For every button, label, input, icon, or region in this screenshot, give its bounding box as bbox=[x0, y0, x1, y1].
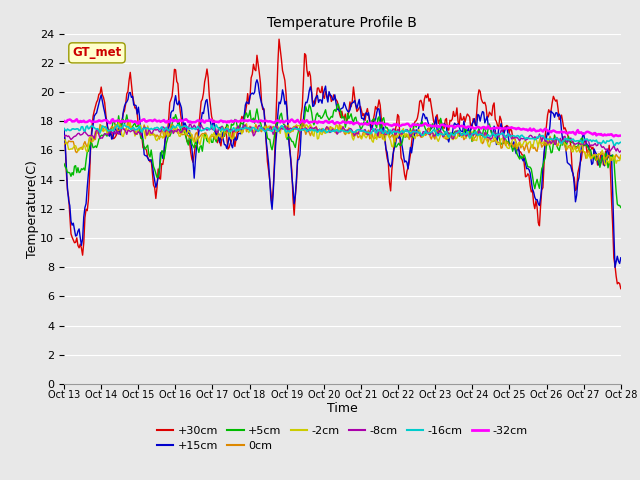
Title: Temperature Profile B: Temperature Profile B bbox=[268, 16, 417, 30]
X-axis label: Time: Time bbox=[327, 402, 358, 415]
Text: GT_met: GT_met bbox=[72, 47, 122, 60]
Legend: +30cm, +15cm, +5cm, 0cm, -2cm, -8cm, -16cm, -32cm: +30cm, +15cm, +5cm, 0cm, -2cm, -8cm, -16… bbox=[152, 421, 532, 456]
Y-axis label: Temperature(C): Temperature(C) bbox=[26, 160, 38, 258]
